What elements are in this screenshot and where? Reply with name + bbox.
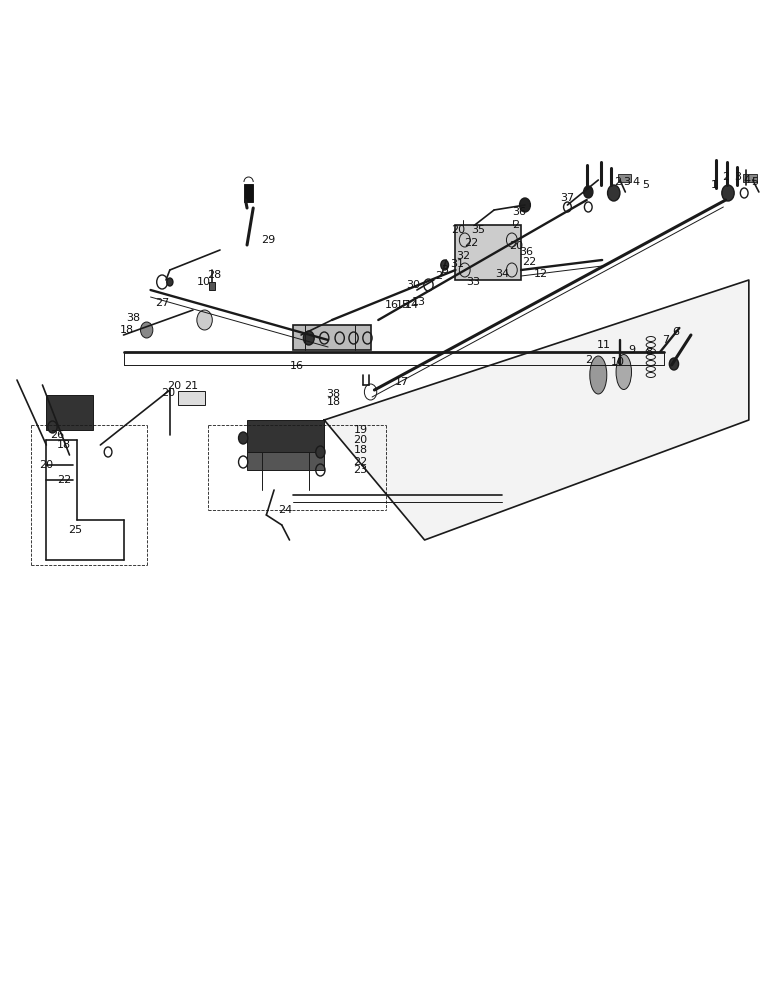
- Ellipse shape: [616, 355, 631, 389]
- Polygon shape: [324, 280, 749, 540]
- Circle shape: [520, 198, 530, 212]
- Bar: [46, 395, 93, 430]
- Text: 16: 16: [290, 361, 303, 371]
- Circle shape: [722, 185, 734, 201]
- Text: 10: 10: [611, 357, 625, 367]
- Text: 3: 3: [733, 172, 741, 182]
- Text: 2: 2: [722, 172, 730, 182]
- Text: 9: 9: [628, 345, 635, 355]
- Text: 20: 20: [161, 388, 175, 398]
- Text: 20: 20: [354, 435, 367, 445]
- Text: 29: 29: [262, 235, 276, 245]
- Text: 11: 11: [597, 340, 611, 350]
- Text: 38: 38: [126, 313, 140, 323]
- Text: 10: 10: [197, 277, 211, 287]
- Circle shape: [608, 185, 620, 201]
- Text: 2: 2: [584, 355, 592, 365]
- Text: 3: 3: [623, 177, 631, 187]
- Text: 18: 18: [57, 440, 71, 450]
- Text: 16: 16: [385, 300, 399, 310]
- Bar: [244, 184, 253, 202]
- Text: 31: 31: [450, 259, 464, 269]
- Circle shape: [584, 186, 593, 198]
- Text: 25: 25: [69, 525, 83, 535]
- Circle shape: [303, 331, 314, 345]
- Text: 38: 38: [327, 389, 340, 399]
- Text: 14: 14: [405, 300, 419, 310]
- Bar: [618, 174, 631, 182]
- Bar: [178, 391, 205, 405]
- Circle shape: [197, 310, 212, 330]
- Text: 32: 32: [456, 251, 470, 261]
- Text: 23: 23: [354, 465, 367, 475]
- Text: 19: 19: [354, 425, 367, 435]
- Text: 1: 1: [710, 180, 718, 190]
- Text: 37: 37: [560, 193, 574, 203]
- Text: 22: 22: [57, 475, 71, 485]
- Text: 18: 18: [327, 397, 340, 407]
- Text: 18: 18: [354, 445, 367, 455]
- Bar: [293, 325, 371, 350]
- Text: 22: 22: [523, 257, 537, 267]
- Text: 5: 5: [751, 177, 759, 187]
- Bar: [247, 420, 324, 452]
- Text: 2: 2: [512, 220, 520, 230]
- Text: 34: 34: [496, 269, 510, 279]
- Text: 2: 2: [435, 271, 442, 281]
- Bar: [247, 452, 324, 470]
- Text: 35: 35: [472, 225, 486, 235]
- Bar: [743, 174, 757, 182]
- Circle shape: [48, 421, 57, 433]
- Text: 20: 20: [167, 381, 181, 391]
- Text: 36: 36: [512, 207, 526, 217]
- Text: 17: 17: [394, 377, 408, 387]
- Text: 21: 21: [185, 381, 198, 391]
- Text: 4: 4: [743, 175, 750, 185]
- Text: 26: 26: [50, 430, 64, 440]
- Text: 20: 20: [451, 225, 465, 235]
- Text: 28: 28: [208, 270, 222, 280]
- Text: 36: 36: [520, 247, 533, 257]
- Circle shape: [239, 432, 248, 444]
- Text: 12: 12: [533, 269, 547, 279]
- Bar: [455, 225, 521, 280]
- Circle shape: [141, 322, 153, 338]
- Bar: [209, 282, 215, 290]
- Circle shape: [441, 260, 449, 270]
- Text: 2: 2: [614, 177, 621, 187]
- Circle shape: [167, 278, 173, 286]
- Ellipse shape: [590, 356, 607, 394]
- Text: 15: 15: [396, 300, 410, 310]
- Text: 22: 22: [354, 457, 367, 467]
- Text: 6: 6: [672, 327, 679, 337]
- Text: 22: 22: [464, 238, 478, 248]
- Text: 3: 3: [441, 265, 449, 275]
- Circle shape: [669, 358, 679, 370]
- Text: 24: 24: [279, 505, 293, 515]
- Text: 7: 7: [662, 335, 669, 345]
- Text: 8: 8: [645, 347, 652, 357]
- Text: 20: 20: [39, 460, 53, 470]
- Text: 5: 5: [642, 180, 649, 190]
- Text: 18: 18: [120, 325, 134, 335]
- Text: 27: 27: [155, 298, 169, 308]
- Text: 4: 4: [632, 177, 640, 187]
- Text: 13: 13: [412, 297, 426, 307]
- Text: 30: 30: [406, 280, 420, 290]
- Circle shape: [316, 446, 325, 458]
- Text: 33: 33: [466, 277, 480, 287]
- Text: 20: 20: [509, 241, 523, 251]
